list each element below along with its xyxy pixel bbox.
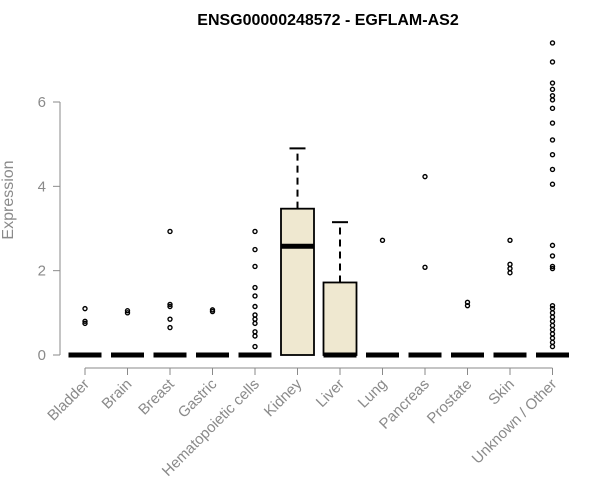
outlier-point xyxy=(549,181,556,187)
y-tick-label: 0 xyxy=(38,347,46,364)
outlier-point xyxy=(82,305,88,312)
outlier-point xyxy=(252,263,258,270)
outlier-point xyxy=(549,86,556,93)
outlier-point xyxy=(124,308,131,314)
outlier-point xyxy=(549,166,556,173)
box-gastric xyxy=(196,307,229,358)
outlier-point xyxy=(549,105,556,112)
y-tick-label: 4 xyxy=(38,178,46,195)
outlier-point xyxy=(252,303,258,310)
outlier-point xyxy=(549,120,556,126)
outlier-point xyxy=(124,310,131,316)
outlier-point xyxy=(167,303,173,310)
outlier-point xyxy=(464,299,471,305)
x-tick-label: Liver xyxy=(313,376,348,411)
outlier-point xyxy=(507,261,513,268)
boxes xyxy=(68,40,569,358)
outlier-point xyxy=(549,40,556,46)
box-unknown-other xyxy=(536,40,569,358)
box-prostate xyxy=(451,299,484,358)
outlier-point xyxy=(167,316,173,322)
box-skin xyxy=(493,237,527,358)
outlier-point xyxy=(252,284,258,291)
outlier-point xyxy=(252,333,258,339)
outlier-point xyxy=(549,152,556,158)
x-tick-label: Breast xyxy=(135,375,178,418)
outlier-point xyxy=(507,237,513,244)
outlier-point xyxy=(167,324,173,331)
outlier-point xyxy=(549,92,556,99)
outlier-point xyxy=(549,310,556,316)
y-axis-label: Expression xyxy=(0,160,17,239)
outlier-point xyxy=(252,246,258,253)
outlier-point xyxy=(507,270,513,276)
outlier-point xyxy=(549,314,556,320)
outlier-point xyxy=(167,228,173,235)
x-tick-label: Lung xyxy=(355,376,391,412)
x-tick-label: Prostate xyxy=(424,376,476,428)
y-tick-label: 6 xyxy=(38,94,46,111)
x-tick-label: Skin xyxy=(485,376,518,409)
outlier-point xyxy=(549,97,556,103)
outlier-point xyxy=(549,263,556,270)
outlier-point xyxy=(549,137,556,143)
outlier-point xyxy=(167,301,173,308)
x-tick-label: Brain xyxy=(99,376,136,413)
outlier-point xyxy=(507,265,513,272)
outlier-point xyxy=(252,228,258,235)
outlier-point xyxy=(549,343,556,350)
box-bladder xyxy=(68,305,102,358)
outlier-point xyxy=(549,253,556,259)
outlier-point xyxy=(549,242,556,249)
x-tick-label: Kidney xyxy=(261,375,306,420)
outlier-point xyxy=(252,343,258,350)
outlier-point xyxy=(252,316,258,322)
outlier-point xyxy=(549,318,556,324)
outlier-point xyxy=(422,264,428,270)
outlier-point xyxy=(549,335,556,341)
outlier-point xyxy=(379,237,386,244)
box-pancreas xyxy=(408,173,442,358)
outlier-point xyxy=(549,327,556,333)
outlier-point xyxy=(549,59,556,65)
box-liver xyxy=(322,221,358,358)
box-lung xyxy=(366,237,399,358)
y-tick-label: 2 xyxy=(38,263,46,280)
box-brain xyxy=(111,308,144,358)
outlier-point xyxy=(82,320,88,327)
outlier-point xyxy=(209,307,216,313)
chart-title: ENSG00000248572 - EGFLAM-AS2 xyxy=(197,12,459,29)
outlier-point xyxy=(252,312,258,318)
outlier-point xyxy=(252,329,258,335)
outlier-point xyxy=(422,173,428,180)
box-body xyxy=(280,207,315,356)
outlier-point xyxy=(549,339,556,346)
y-axis: 0 2 4 6 xyxy=(38,94,61,364)
outlier-point xyxy=(252,293,258,299)
box-kidney xyxy=(280,147,315,356)
box-hematopoietic-cells xyxy=(238,228,272,358)
outlier-point xyxy=(549,302,556,309)
box-breast xyxy=(153,228,187,358)
outlier-point xyxy=(549,331,556,337)
x-tick-label: Bladder xyxy=(44,376,93,425)
box-body xyxy=(322,281,358,356)
outlier-point xyxy=(549,305,556,312)
outlier-point xyxy=(549,265,556,272)
outlier-point xyxy=(252,320,258,327)
outlier-point xyxy=(549,322,556,329)
outlier-point xyxy=(82,318,88,324)
outlier-point xyxy=(549,80,556,86)
